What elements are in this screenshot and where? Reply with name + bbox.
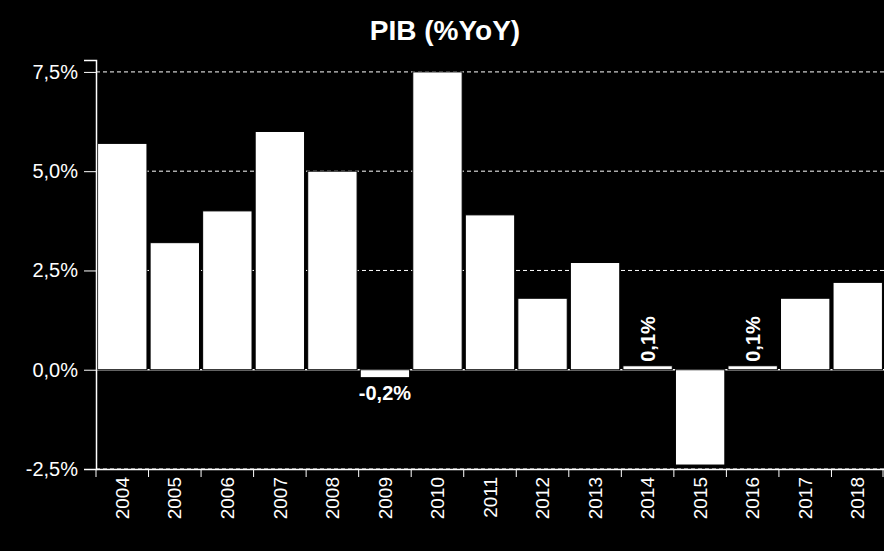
y-tick-label: 0,0% <box>32 359 78 381</box>
x-tick: 2012 <box>532 469 553 519</box>
grid-line <box>96 171 884 172</box>
y-tick: -2,5% <box>26 458 96 480</box>
bar <box>255 131 304 369</box>
bar <box>98 143 147 369</box>
x-separator <box>778 469 779 477</box>
x-separator <box>726 469 727 477</box>
x-tick-label: 2018 <box>847 477 868 519</box>
y-tick: 0,0% <box>32 359 96 381</box>
x-tick: 2018 <box>847 469 868 519</box>
x-tick-label: 2016 <box>742 477 763 519</box>
y-tick-label: -2,5% <box>26 458 78 480</box>
bars <box>98 72 883 465</box>
x-tick: 2014 <box>637 469 658 519</box>
x-tick: 2005 <box>164 469 185 519</box>
x-separator <box>253 469 254 477</box>
x-tick-label: 2010 <box>427 477 448 519</box>
bar <box>728 366 777 370</box>
y-tick: 7,5% <box>32 61 96 83</box>
data-labels: -0,2% 0,1% 0,1% <box>359 316 764 404</box>
x-tick: 2004 <box>112 469 133 519</box>
x-tick-label: 2006 <box>217 477 238 519</box>
bar <box>675 370 724 465</box>
x-separator <box>201 469 202 477</box>
x-tick-label: 2012 <box>532 477 553 519</box>
x-tick-label: 2008 <box>322 477 343 519</box>
x-separator <box>568 469 569 477</box>
x-tick: 2013 <box>585 469 606 519</box>
x-tick-label: 2005 <box>164 477 185 519</box>
x-tick: 2008 <box>322 469 343 519</box>
y-tick-label: 2,5% <box>32 259 78 281</box>
y-axis-line <box>84 61 97 470</box>
x-tick: 2010 <box>427 469 448 519</box>
x-separator <box>621 469 622 477</box>
y-tick-mark <box>84 469 96 470</box>
bar <box>203 211 252 370</box>
x-tick-label: 2017 <box>795 477 816 519</box>
bar <box>465 215 514 370</box>
grid <box>96 72 884 469</box>
x-separator <box>463 469 464 477</box>
x-separator <box>673 469 674 477</box>
x-separator <box>411 469 412 477</box>
bar <box>833 282 882 369</box>
y-tick-mark <box>84 171 96 172</box>
x-tick-label: 2011 <box>480 477 501 518</box>
y-axis: -2,5% 0,0% 2,5% 5,0% 7,5% <box>26 61 97 480</box>
bar <box>781 298 830 369</box>
x-tick: 2017 <box>795 469 816 519</box>
x-tick-label: 2013 <box>585 477 606 519</box>
x-tick-label: 2015 <box>690 477 711 519</box>
y-tick-label: 7,5% <box>32 61 78 83</box>
bar <box>518 298 567 369</box>
x-axis: 2004 2005 2006 2007 2008 2009 2010 2011 2012 2013… <box>97 469 884 519</box>
x-tick-label: 2004 <box>112 477 133 520</box>
x-tick: 2009 <box>375 469 396 519</box>
x-tick-label: 2007 <box>270 477 291 519</box>
x-tick-label: 2014 <box>637 477 658 520</box>
y-tick: 2,5% <box>32 259 96 281</box>
x-separator <box>516 469 517 477</box>
bar <box>360 370 409 378</box>
x-axis-line <box>97 469 884 471</box>
y-tick-mark <box>84 72 96 73</box>
x-separator <box>96 469 97 477</box>
x-tick-label: 2009 <box>375 477 396 519</box>
y-tick-label: 5,0% <box>32 160 78 182</box>
bar <box>308 171 357 370</box>
grid-line <box>96 469 884 470</box>
x-separator <box>358 469 359 477</box>
x-separator <box>831 469 832 477</box>
bar <box>623 366 672 370</box>
bar <box>413 72 462 370</box>
y-tick-mark <box>84 370 96 371</box>
y-tick-mark <box>84 270 96 271</box>
grid-line <box>96 71 884 72</box>
x-tick: 2007 <box>270 469 291 519</box>
x-separators <box>96 469 883 477</box>
x-separator <box>148 469 149 477</box>
data-label: 0,1% <box>742 316 764 362</box>
x-separator <box>306 469 307 477</box>
y-tick: 5,0% <box>32 160 96 182</box>
bar <box>570 263 619 370</box>
x-separator <box>883 469 884 477</box>
x-tick: 2016 <box>742 469 763 519</box>
x-tick: 2006 <box>217 469 238 519</box>
title: PIB (%YoY) <box>370 15 520 46</box>
data-label: 0,1% <box>637 316 659 362</box>
background <box>0 0 884 551</box>
data-label: -0,2% <box>359 382 411 404</box>
chart: PIB (%YoY)-2,5%0,0%2,5%5,0%7,5%200420052… <box>0 0 884 551</box>
x-tick: 2015 <box>690 469 711 519</box>
bar <box>150 243 199 370</box>
x-tick: 2011 <box>480 469 501 518</box>
